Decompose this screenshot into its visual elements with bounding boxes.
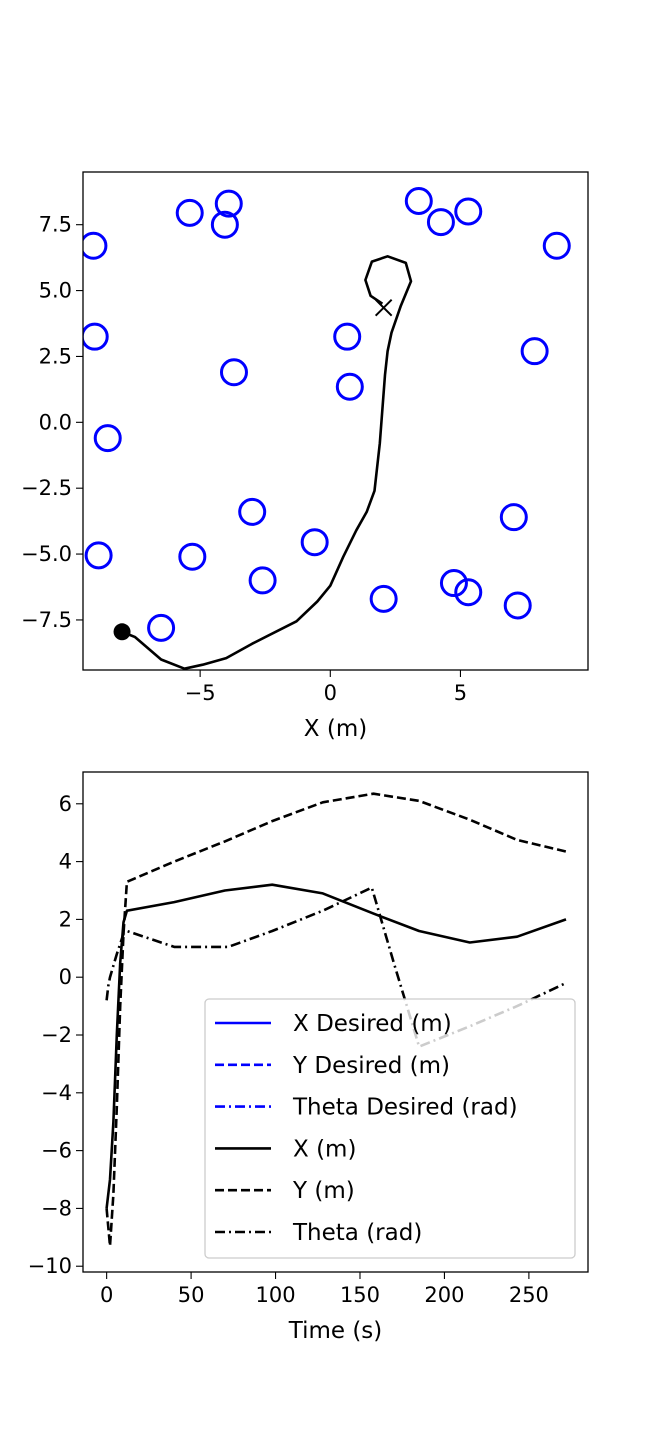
top-y-tick-label: 0.0	[39, 410, 72, 434]
obstacle-marker	[439, 569, 468, 598]
obstacle-marker	[84, 541, 113, 570]
top-x-tick-label: −5	[185, 681, 216, 705]
top-y-tick-label: 2.5	[39, 344, 72, 368]
top-x-axis-label: X (m)	[304, 716, 367, 740]
bottom-y-tick-label: −10	[28, 1254, 72, 1278]
bottom-x-tick-label: 0	[100, 1283, 113, 1307]
trajectory-map-chart: −5 0 5 −7.5 −5.0 −2.5 0.0 2.5 5.0 7.5 X (m)	[21, 171, 589, 740]
obstacle-marker	[210, 210, 239, 239]
series-line-x-m	[105, 883, 567, 1209]
obstacle-marker	[175, 198, 204, 227]
bottom-axes-frame	[82, 771, 589, 1273]
bottom-plot-area	[105, 792, 567, 1248]
legend-label: Theta Desired (rad)	[292, 1095, 518, 1121]
legend-label: X (m)	[293, 1136, 356, 1162]
obstacle-marker	[93, 424, 122, 453]
bottom-y-tick-label: −2	[41, 1023, 72, 1047]
obstacle-marker	[454, 578, 483, 607]
bottom-y-tick-label: −6	[41, 1139, 72, 1163]
legend-box	[204, 998, 576, 1259]
obstacle-marker	[520, 337, 549, 366]
legend-label: Y Desired (m)	[292, 1053, 450, 1079]
bottom-y-tick-label: 4	[59, 850, 72, 874]
bottom-y-tick-label: 6	[59, 792, 72, 816]
bottom-y-tick-label: 2	[59, 907, 72, 931]
bottom-x-tick-label: 150	[340, 1283, 380, 1307]
obstacle-marker	[248, 566, 277, 595]
obstacle-marker	[83, 231, 108, 260]
obstacle-marker	[219, 358, 248, 387]
top-y-tick-label: −5.0	[21, 542, 72, 566]
top-y-tick-label: −2.5	[21, 476, 72, 500]
obstacle-marker	[300, 528, 329, 557]
top-x-tick-label: 0	[324, 681, 337, 705]
top-plot-area	[83, 186, 571, 670]
legend: X Desired (m) Y Desired (m) Theta Desired …	[204, 998, 576, 1259]
top-y-tick-label: −7.5	[21, 608, 72, 632]
bottom-x-tick-label: 250	[509, 1283, 549, 1307]
obstacle-marker	[503, 591, 532, 620]
legend-label: Y (m)	[292, 1178, 355, 1204]
robot-path-line	[121, 254, 413, 670]
obstacle-marker	[147, 613, 176, 642]
obstacle-marker	[214, 189, 243, 218]
bottom-x-tick-label: 200	[424, 1283, 464, 1307]
obstacle-marker	[499, 503, 528, 532]
top-y-tick-label: 5.0	[39, 279, 72, 303]
start-point-marker	[113, 623, 131, 641]
obstacle-marker	[369, 584, 398, 613]
obstacle-marker	[542, 231, 571, 260]
obstacle-marker	[83, 322, 109, 351]
obstacle-marker	[178, 542, 207, 571]
bottom-y-tick-label: 0	[59, 965, 72, 989]
top-x-tick-label: 5	[454, 681, 467, 705]
obstacle-marker	[333, 322, 362, 351]
obstacle-marker	[238, 497, 267, 526]
obstacle-marker	[426, 208, 455, 237]
top-axes-frame	[82, 171, 589, 671]
top-y-tick-label: 7.5	[39, 213, 72, 237]
bottom-y-tick-label: −4	[41, 1081, 72, 1105]
time-series-chart: 0 50 100 150 200 250 −10 −8 −6 −4 −2 0 2 4 6 Time (s) X …	[28, 771, 589, 1344]
legend-label: X Desired (m)	[293, 1011, 452, 1037]
bottom-y-tick-label: −8	[41, 1196, 72, 1220]
bottom-x-tick-label: 100	[255, 1283, 295, 1307]
series-line-y-m	[105, 792, 567, 1248]
obstacle-marker	[335, 372, 364, 401]
obstacle-marker	[404, 186, 433, 215]
legend-label: Theta (rad)	[292, 1220, 422, 1246]
bottom-x-axis-label: Time (s)	[288, 1318, 383, 1344]
goal-x-marker	[374, 298, 393, 317]
bottom-x-tick-label: 50	[178, 1283, 205, 1307]
obstacle-marker	[454, 197, 483, 226]
